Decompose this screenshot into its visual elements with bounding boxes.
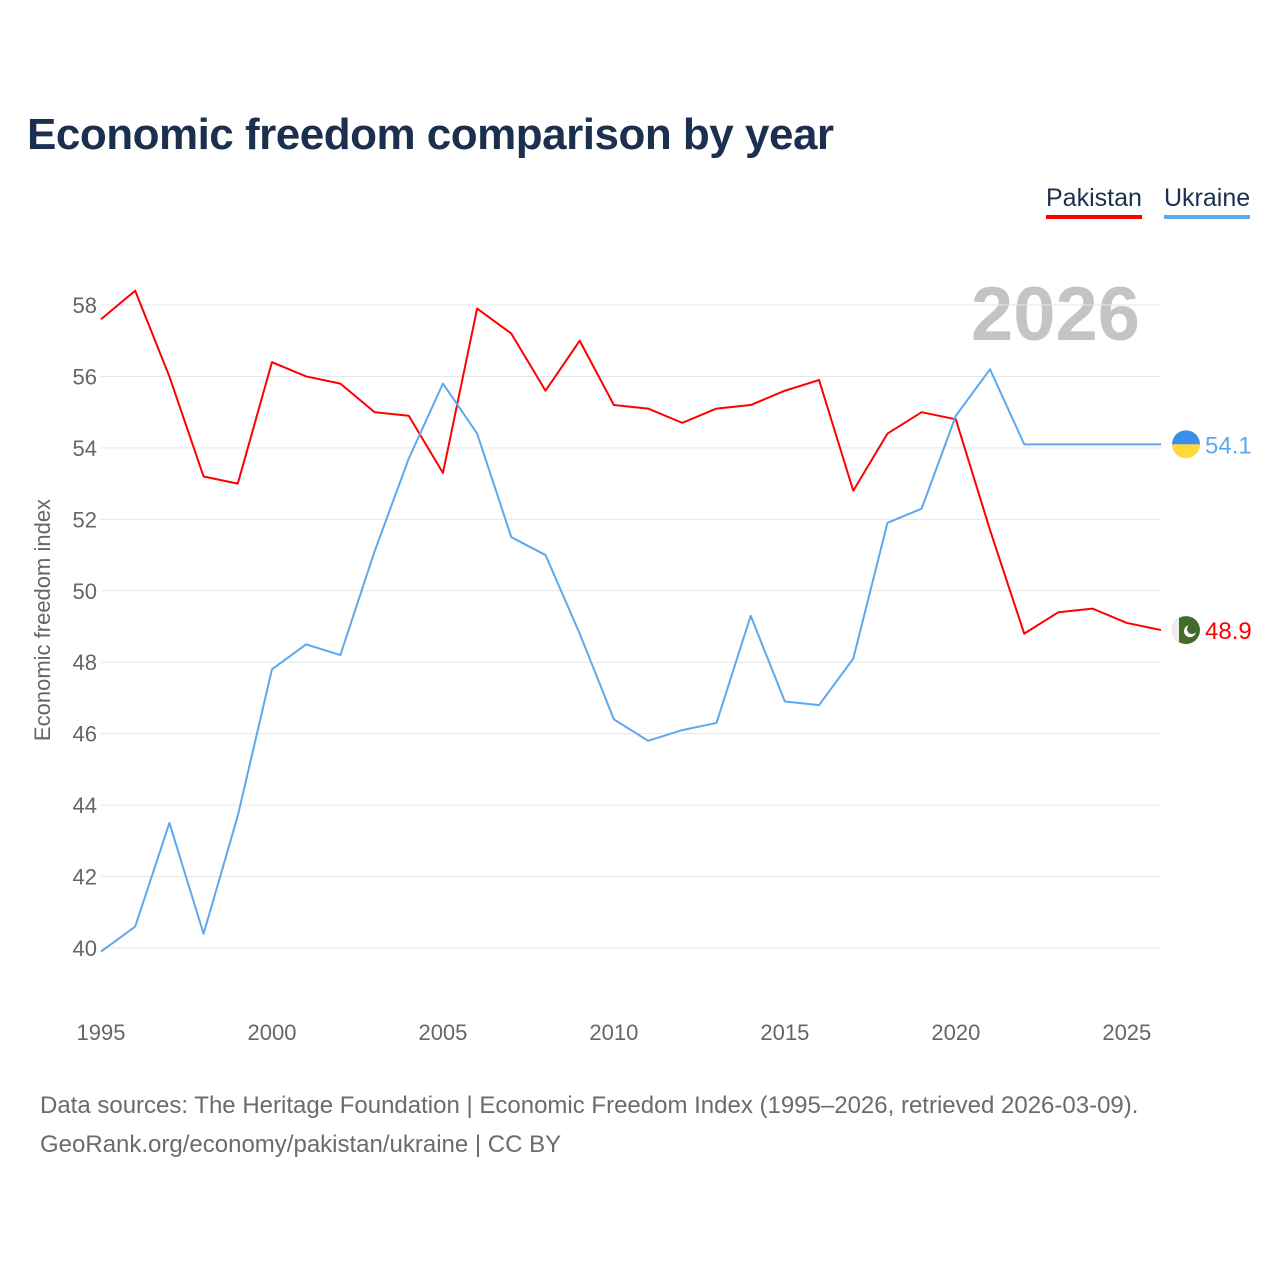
x-tick-label: 2005 xyxy=(418,1020,467,1045)
pakistan-flag-icon xyxy=(1172,616,1186,645)
legend-ukraine[interactable]: Ukraine xyxy=(1164,184,1251,219)
series-line-ukraine xyxy=(100,368,1161,953)
ukraine-flag-icon xyxy=(1172,430,1200,445)
ukraine-flag-icon xyxy=(1172,444,1200,459)
series-line-pakistan xyxy=(100,289,1162,635)
legend-pakistan[interactable]: Pakistan xyxy=(1046,184,1142,219)
y-tick-label: 58 xyxy=(73,293,97,318)
y-tick-label: 50 xyxy=(73,579,97,604)
footer-sources: Data sources: The Heritage Foundation | … xyxy=(40,1092,1139,1119)
x-tick-label: 2020 xyxy=(931,1020,980,1045)
end-value-label-pakistan: 48.9 xyxy=(1205,618,1252,645)
y-tick-label: 54 xyxy=(73,436,97,461)
x-tick-label: 2010 xyxy=(589,1020,638,1045)
x-tick-label: 2000 xyxy=(247,1020,296,1045)
x-tick-label: 2015 xyxy=(760,1020,809,1045)
footer: Data sources: The Heritage Foundation | … xyxy=(40,1086,1138,1164)
x-tick-label: 1995 xyxy=(77,1020,126,1045)
footer-link[interactable]: GeoRank.org/economy/pakistan/ukraine | C… xyxy=(40,1131,562,1158)
y-tick-label: 40 xyxy=(73,936,97,961)
y-tick-label: 46 xyxy=(73,722,97,747)
end-value-label-ukraine: 54.1 xyxy=(1205,432,1252,459)
y-tick-label: 42 xyxy=(73,865,97,890)
y-axis-label: Economic freedom index xyxy=(30,499,55,741)
year-watermark: 2026 xyxy=(971,272,1140,357)
y-tick-label: 48 xyxy=(73,650,97,675)
x-tick-label: 2025 xyxy=(1102,1020,1151,1045)
chart-title: Economic freedom comparison by year xyxy=(27,110,834,159)
pakistan-flag-icon xyxy=(1187,624,1197,635)
y-tick-label: 44 xyxy=(73,793,97,818)
y-tick-label: 52 xyxy=(73,507,97,532)
y-tick-label: 56 xyxy=(73,364,97,389)
